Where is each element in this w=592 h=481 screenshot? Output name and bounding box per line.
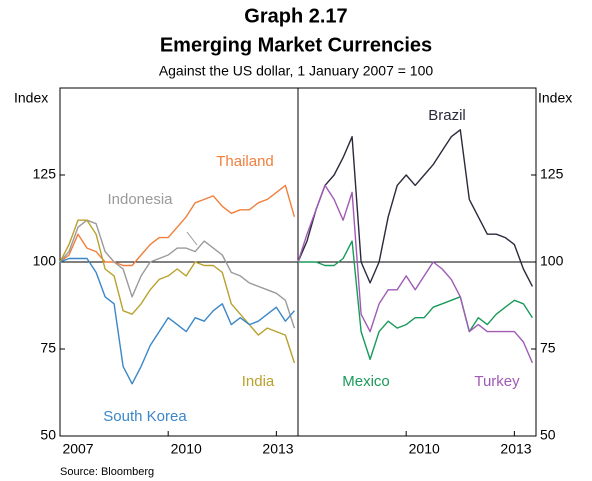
series-line <box>298 240 533 361</box>
series-label: Indonesia <box>107 191 173 208</box>
series-label: India <box>242 373 275 390</box>
y-tick-label: 125 <box>540 166 564 182</box>
series-label: Brazil <box>428 107 466 124</box>
series-label: Mexico <box>342 373 390 390</box>
x-tick-label: 2010 <box>409 441 440 457</box>
chart-title: Emerging Market Currencies <box>160 34 432 56</box>
y-axis-label: Index <box>538 90 572 106</box>
x-tick-label: 2007 <box>62 441 93 457</box>
y-tick-label: 100 <box>33 253 57 269</box>
y-tick-label: 75 <box>40 340 56 356</box>
y-tick-label: 100 <box>540 253 564 269</box>
y-tick-label: 50 <box>40 427 56 443</box>
x-tick-label: 2013 <box>262 441 293 457</box>
series-line <box>297 129 534 287</box>
x-tick-label: 2010 <box>171 441 202 457</box>
series-line <box>59 219 296 364</box>
series-line <box>59 257 295 385</box>
series-label: Thailand <box>216 153 274 170</box>
x-tick-label: 2013 <box>500 441 531 457</box>
y-tick-label: 125 <box>33 166 57 182</box>
source: Source: Bloomberg <box>60 466 154 478</box>
series-line <box>297 184 534 364</box>
y-tick-label: 75 <box>540 340 556 356</box>
chart-subtitle: Against the US dollar, 1 January 2007 = … <box>159 63 434 79</box>
series-line <box>59 184 296 267</box>
series-label: South Korea <box>103 408 187 425</box>
series-label: Turkey <box>474 373 520 390</box>
y-tick-label: 50 <box>540 427 556 443</box>
y-axis-label: Index <box>14 90 48 106</box>
series-line <box>59 219 296 329</box>
graph-number: Graph 2.17 <box>244 5 347 27</box>
leader-line <box>186 231 198 246</box>
